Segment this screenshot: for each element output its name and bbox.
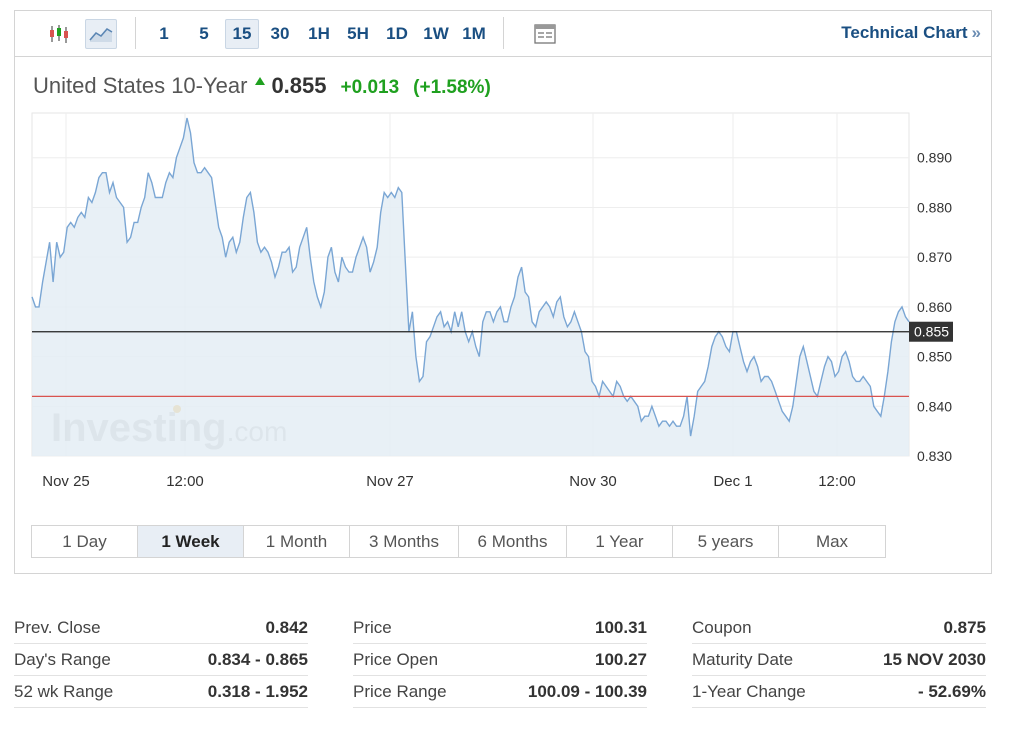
stat-value: - 52.69% xyxy=(917,681,986,701)
last-price: 0.855 xyxy=(271,73,327,98)
current-price-label: 0.855 xyxy=(914,324,949,340)
interval-5[interactable]: 5 xyxy=(199,24,209,43)
interval-15[interactable]: 15 xyxy=(225,19,259,49)
interval-1m[interactable]: 1M xyxy=(462,24,486,43)
range-selector: 1 Day 1 Week 1 Month 3 Months 6 Months 1 Year… xyxy=(31,525,886,558)
range-1-year[interactable]: 1 Year xyxy=(567,526,673,557)
stat-label: Day's Range xyxy=(14,649,111,669)
stat-value: 0.318 - 1.952 xyxy=(207,681,308,701)
range-1-month[interactable]: 1 Month xyxy=(244,526,350,557)
stats-column-3: Coupon 0.875 Maturity Date 15 NOV 2030 1-Yea… xyxy=(692,612,986,708)
stat-row: Maturity Date 15 NOV 2030 xyxy=(692,644,986,676)
y-tick-label: 0.830 xyxy=(917,448,952,464)
stat-value: 0.842 xyxy=(265,617,308,637)
stat-row: 52 wk Range 0.318 - 1.952 xyxy=(14,676,308,708)
stat-value: 0.834 - 0.865 xyxy=(207,649,308,669)
interval-1[interactable]: 1 xyxy=(159,24,169,43)
price-change: +0.013 xyxy=(340,77,400,98)
stat-row: Prev. Close 0.842 xyxy=(14,612,308,644)
chart-widget: 1 5 15 30 1H 5H 1D 1W 1M Technical Chart» United… xyxy=(14,10,992,574)
x-tick-label: Nov 25 xyxy=(42,473,90,490)
toolbar-divider xyxy=(503,17,504,49)
quote-header: United States 10-Year 0.855 +0.013 (+1.5… xyxy=(33,73,491,99)
chart-toolbar: 1 5 15 30 1H 5H 1D 1W 1M Technical Chart» xyxy=(15,11,991,57)
y-tick-label: 0.870 xyxy=(917,249,952,265)
technical-chart-link[interactable]: Technical Chart» xyxy=(841,23,981,43)
up-arrow-icon xyxy=(255,77,266,85)
toolbar-divider xyxy=(135,17,136,49)
range-max[interactable]: Max xyxy=(815,531,849,551)
interval-5h[interactable]: 5H xyxy=(347,24,369,43)
stat-label: 52 wk Range xyxy=(14,681,114,701)
stat-row: Day's Range 0.834 - 0.865 xyxy=(14,644,308,676)
x-tick-label: Nov 30 xyxy=(569,473,617,490)
range-5-years[interactable]: 5 years xyxy=(673,526,779,557)
interval-30[interactable]: 30 xyxy=(270,24,290,43)
stat-row: Price Range 100.09 - 100.39 xyxy=(353,676,647,708)
stat-label: 1-Year Change xyxy=(692,681,806,701)
stat-value: 0.875 xyxy=(943,617,986,637)
area-chart-icon[interactable] xyxy=(85,19,117,49)
double-chevron-right-icon: » xyxy=(971,23,981,42)
x-tick-label: 12:00 xyxy=(166,473,204,490)
y-tick-label: 0.880 xyxy=(917,199,952,215)
series-area xyxy=(32,118,909,456)
stat-row: Coupon 0.875 xyxy=(692,612,986,644)
stat-value: 100.09 - 100.39 xyxy=(527,681,647,701)
x-tick-label: Dec 1 xyxy=(713,473,752,490)
stat-value: 15 NOV 2030 xyxy=(882,649,986,669)
stat-row: Price Open 100.27 xyxy=(353,644,647,676)
current-price-tag xyxy=(909,321,953,342)
range-1-week[interactable]: 1 Week xyxy=(138,526,244,557)
interval-1d[interactable]: 1D xyxy=(386,24,408,43)
price-change-percent: (+1.58%) xyxy=(413,77,491,98)
layout-icon[interactable] xyxy=(529,19,561,49)
y-tick-label: 0.850 xyxy=(917,349,952,365)
stat-label: Coupon xyxy=(692,617,752,637)
stat-value: 100.27 xyxy=(595,649,647,669)
series-line xyxy=(31,117,910,437)
stat-label: Prev. Close xyxy=(14,617,101,637)
y-tick-label: 0.860 xyxy=(917,299,952,315)
range-6-months[interactable]: 6 Months xyxy=(459,526,567,557)
instrument-name: United States 10-Year xyxy=(33,73,248,98)
stat-value: 100.31 xyxy=(595,617,647,637)
y-tick-label: 0.890 xyxy=(917,150,952,166)
stat-row: 1-Year Change - 52.69% xyxy=(692,676,986,708)
range-1-day[interactable]: 1 Day xyxy=(32,526,138,557)
x-tick-label: 12:00 xyxy=(818,473,856,490)
stat-label: Maturity Date xyxy=(692,649,794,669)
interval-1w[interactable]: 1W xyxy=(423,24,449,43)
stats-column-2: Price 100.31 Price Open 100.27 Price Range 10… xyxy=(353,612,647,708)
price-chart[interactable]: 0.890 0.880 0.870 0.860 0.850 0.840 0.830 Nov 2… xyxy=(31,111,991,511)
y-tick-label: 0.840 xyxy=(917,398,952,414)
stat-label: Price xyxy=(353,617,392,637)
technical-chart-label: Technical Chart xyxy=(841,23,968,42)
stat-label: Price Open xyxy=(353,649,439,669)
range-3-months[interactable]: 3 Months xyxy=(350,526,459,557)
candlestick-icon[interactable] xyxy=(43,19,75,49)
interval-1h[interactable]: 1H xyxy=(308,24,330,43)
stat-label: Price Range xyxy=(353,681,447,701)
x-tick-label: Nov 27 xyxy=(366,473,414,490)
stats-column-1: Prev. Close 0.842 Day's Range 0.834 - 0.865… xyxy=(14,612,308,708)
stat-row: Price 100.31 xyxy=(353,612,647,644)
